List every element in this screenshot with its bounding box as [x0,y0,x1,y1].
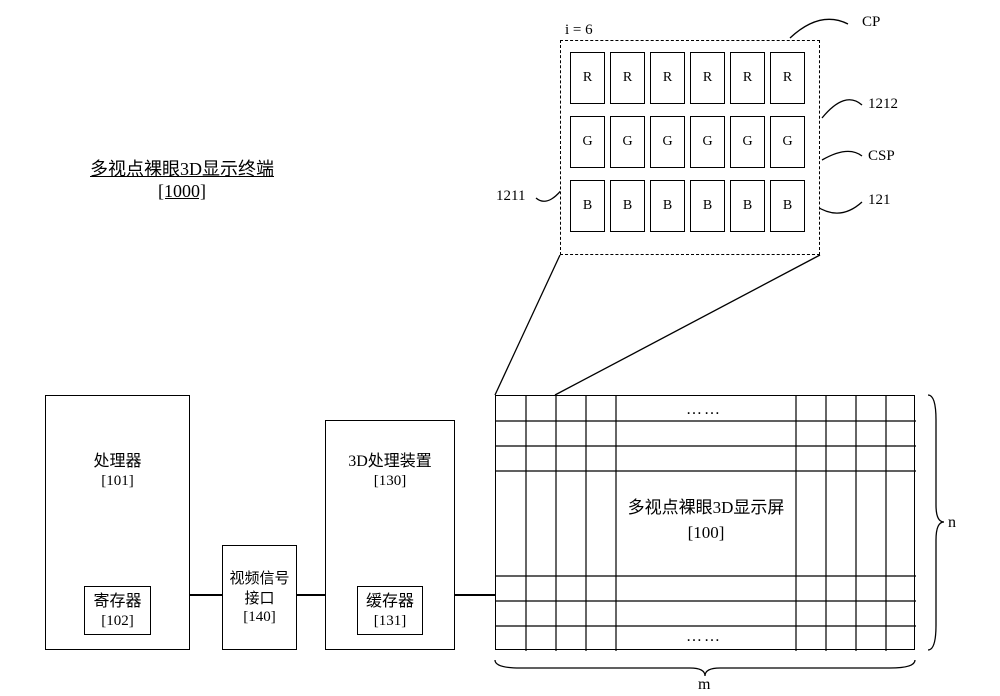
proc3d-label: 3D处理装置 [348,451,432,473]
screen-bottom-dots: …… [686,628,722,646]
register-label: 寄存器 [93,591,141,613]
diagram-canvas: 多视点裸眼3D显示终端 [1000] 处理器 [101] 寄存器 [102] 视… [0,0,1000,696]
video-interface-label: 视频信号接口 [223,569,296,610]
wire [190,594,222,596]
callout-121: 121 [868,192,891,209]
proc3d-block: 3D处理装置 [130] 缓存器 [131] [325,420,455,650]
processor-label: 处理器 [93,451,141,473]
title-ref: [1000] [158,181,206,201]
i-label: i = 6 [565,22,593,39]
subpixel-cell: R [730,52,765,104]
register-block: 寄存器 [102] [84,586,150,635]
subpixel-cell: B [730,180,765,232]
subpixel-cell: B [570,180,605,232]
wire [455,594,495,596]
subpixel-cell: B [610,180,645,232]
screen-caption: 多视点裸眼3D显示屏 [100] [616,496,796,545]
subpixel-cell: G [650,116,685,168]
buffer-ref: [131] [366,613,414,630]
processor-block: 处理器 [101] 寄存器 [102] [45,395,190,650]
subpixel-cell: R [770,52,805,104]
callout-1212: 1212 [868,96,898,113]
subpixel-cell: G [770,116,805,168]
subpixel-cell: B [770,180,805,232]
subpixel-cell: R [570,52,605,104]
screen-top-dots: …… [686,401,722,419]
callout-1211: 1211 [496,188,525,205]
register-ref: [102] [93,613,141,630]
subpixel-cell: R [610,52,645,104]
processor-ref: [101] [93,473,141,490]
wire [297,594,325,596]
buffer-label: 缓存器 [366,591,414,613]
callout-csp: CSP [868,148,895,165]
subpixel-cell: R [650,52,685,104]
display-screen: 多视点裸眼3D显示屏 [100] …… …… [495,395,915,650]
subpixel-cell: B [690,180,725,232]
callout-cp: CP [862,14,880,31]
video-interface-block: 视频信号接口 [140] [222,545,297,650]
buffer-block: 缓存器 [131] [357,586,423,635]
subpixel-cell: G [610,116,645,168]
diagram-title: 多视点裸眼3D显示终端 [1000] [90,155,274,202]
video-interface-ref: [140] [243,609,276,626]
subpixel-cell: G [730,116,765,168]
title-line1: 多视点裸眼3D显示终端 [90,159,274,179]
m-label: m [698,676,710,694]
screen-label: 多视点裸眼3D显示屏 [628,498,785,517]
proc3d-ref: [130] [348,473,432,490]
n-label: n [948,514,956,532]
subpixel-cell: G [570,116,605,168]
subpixel-cell: G [690,116,725,168]
subpixel-cell: R [690,52,725,104]
screen-ref: [100] [688,523,725,542]
subpixel-cell: B [650,180,685,232]
